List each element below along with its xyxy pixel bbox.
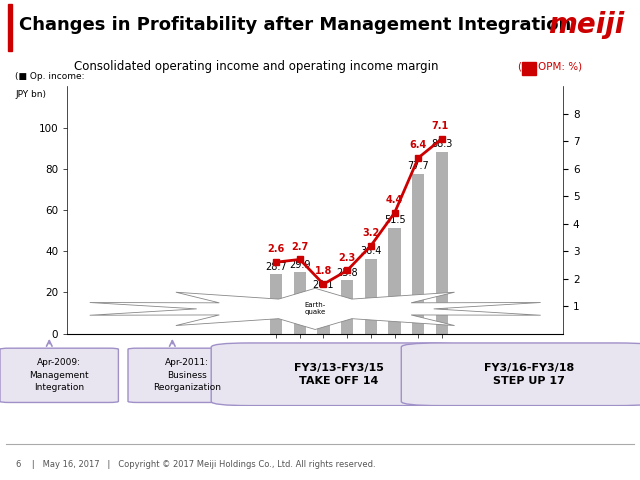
Bar — [365, 259, 377, 334]
Text: FY3/13-FY3/15
TAKE OFF 14: FY3/13-FY3/15 TAKE OFF 14 — [294, 363, 383, 386]
Text: 6.4: 6.4 — [410, 140, 427, 150]
Polygon shape — [90, 288, 541, 329]
FancyBboxPatch shape — [401, 343, 640, 406]
FancyBboxPatch shape — [211, 343, 466, 406]
Bar — [341, 280, 353, 334]
Text: 2.3: 2.3 — [339, 253, 356, 263]
Bar — [388, 228, 401, 334]
Text: (■ Op. income:: (■ Op. income: — [15, 72, 84, 82]
Text: (: ( — [517, 62, 521, 72]
Text: OPM: %): OPM: %) — [538, 62, 582, 72]
FancyBboxPatch shape — [0, 348, 118, 402]
Text: 4.4: 4.4 — [386, 195, 403, 205]
Text: Consolidated operating income and operating income margin: Consolidated operating income and operat… — [74, 60, 438, 73]
Bar — [294, 272, 306, 334]
Bar — [412, 174, 424, 334]
Text: 1.8: 1.8 — [315, 266, 332, 276]
Text: 2.6: 2.6 — [268, 244, 285, 254]
Text: 20.1: 20.1 — [313, 280, 334, 290]
Text: 29.9: 29.9 — [289, 260, 310, 270]
Text: Apr-2009:
Management
Integration: Apr-2009: Management Integration — [29, 359, 89, 392]
Text: 77.7: 77.7 — [408, 161, 429, 171]
Text: 7.1: 7.1 — [431, 121, 448, 131]
Bar — [317, 292, 330, 334]
Text: meiji: meiji — [548, 12, 624, 39]
Bar — [270, 275, 282, 334]
Text: Changes in Profitability after Management Integration: Changes in Profitability after Managemen… — [19, 16, 572, 35]
Text: 25.8: 25.8 — [337, 268, 358, 278]
Text: 88.3: 88.3 — [431, 139, 452, 149]
Text: FY3/16-FY3/18
STEP UP 17: FY3/16-FY3/18 STEP UP 17 — [483, 363, 574, 386]
Bar — [436, 152, 448, 334]
Text: 36.4: 36.4 — [360, 246, 381, 256]
FancyBboxPatch shape — [128, 348, 246, 402]
Text: 51.5: 51.5 — [384, 215, 405, 225]
Text: Apr-2011:
Business
Reorganization: Apr-2011: Business Reorganization — [153, 359, 221, 392]
Text: JPY bn): JPY bn) — [15, 90, 46, 99]
Text: 28.7: 28.7 — [265, 262, 287, 272]
Bar — [522, 61, 536, 75]
Text: 6    |   May 16, 2017   |   Copyright © 2017 Meiji Holdings Co., Ltd. All rights: 6 | May 16, 2017 | Copyright © 2017 Meij… — [16, 460, 376, 469]
Bar — [8, 4, 12, 51]
Text: 2.7: 2.7 — [291, 242, 308, 252]
Text: Earth-
quake: Earth- quake — [305, 302, 326, 315]
Text: 3.2: 3.2 — [362, 228, 380, 238]
